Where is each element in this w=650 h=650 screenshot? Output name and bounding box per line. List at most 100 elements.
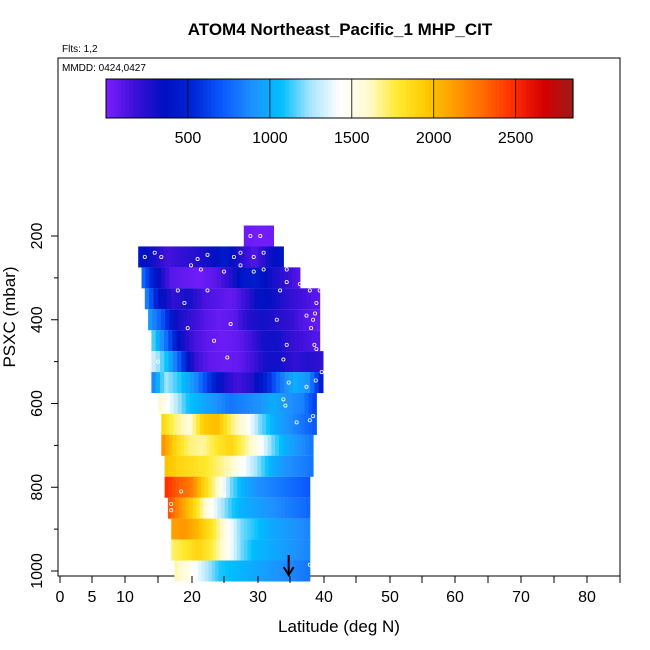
- heatmap-cell: [208, 309, 213, 331]
- sample-point: [188, 263, 193, 268]
- heatmap-cell: [229, 309, 235, 331]
- heatmap-cell: [153, 267, 158, 289]
- heatmap-cell: [190, 476, 195, 498]
- colorbar-cell: [397, 79, 403, 118]
- heatmap-cell: [299, 497, 304, 519]
- heatmap-cell: [285, 539, 290, 561]
- heatmap-cell: [254, 225, 256, 247]
- colorbar-cell: [339, 79, 344, 118]
- heatmap-cell: [181, 267, 186, 289]
- sample-points: [142, 233, 324, 567]
- heatmap-cell: [158, 393, 163, 414]
- heatmap-cell: [242, 413, 248, 435]
- sample-point: [159, 254, 164, 259]
- colorbar-cell: [522, 79, 527, 118]
- heatmap-cell: [212, 455, 218, 477]
- heatmap-cell: [177, 393, 183, 414]
- sample-point: [314, 347, 319, 352]
- colorbar-cell: [534, 79, 539, 118]
- heatmap-cell: [235, 560, 240, 582]
- heatmap-cell: [263, 225, 265, 247]
- heatmap-cell: [178, 518, 183, 540]
- colorbar-cell: [464, 79, 469, 118]
- heatmap-cell: [214, 330, 220, 352]
- heatmap-cell: [280, 288, 286, 310]
- colorbar-cell: [300, 79, 306, 118]
- heatmap-cell: [149, 288, 155, 310]
- heatmap-cell: [225, 393, 230, 414]
- heatmap-cell: [185, 539, 190, 561]
- colorbar-cell: [199, 79, 204, 118]
- sample-point: [304, 384, 309, 389]
- colorbar-cell: [413, 79, 418, 118]
- heatmap-cell: [269, 560, 274, 582]
- heatmap-cell: [201, 455, 206, 477]
- heatmap-cell: [171, 497, 176, 519]
- colorbar-cell: [545, 79, 551, 118]
- heatmap-cell: [182, 497, 187, 519]
- heatmap-cell: [293, 413, 298, 435]
- colorbar-cell: [211, 79, 216, 118]
- heatmap-cell: [223, 518, 228, 540]
- heatmap-cell: [298, 455, 303, 477]
- heatmap-cell: [248, 330, 253, 352]
- heatmap-cell: [247, 225, 249, 247]
- heatmap-cell: [207, 413, 213, 435]
- y-tick-label: 600: [29, 390, 46, 417]
- heatmap-cell: [210, 246, 215, 268]
- colorbar-cell: [257, 79, 263, 118]
- heatmap-cell: [266, 225, 269, 247]
- heatmap-cell: [190, 351, 195, 373]
- heatmap-cell: [292, 539, 297, 561]
- heatmap-cell: [291, 476, 296, 498]
- heatmap-cell: [192, 246, 197, 268]
- colorbar-cell: [460, 79, 465, 118]
- x-tick-label: 30: [249, 589, 267, 606]
- heatmap-cell: [198, 372, 204, 394]
- heatmap-cell: [149, 267, 154, 289]
- heatmap-cell: [248, 434, 253, 456]
- heatmap-cell: [182, 309, 188, 331]
- sample-point: [314, 300, 319, 305]
- heatmap-cell: [219, 518, 224, 540]
- sample-point: [281, 397, 286, 402]
- heatmap-cell: [169, 393, 175, 414]
- heatmap-cell: [218, 560, 223, 582]
- x-tick-label: 80: [578, 589, 596, 606]
- heatmap-cell: [171, 288, 176, 310]
- colorbar-cell: [152, 79, 158, 118]
- heatmap-cell: [211, 413, 217, 435]
- heatmap-cell: [193, 476, 198, 498]
- sample-point: [297, 282, 302, 287]
- colorbar-cell: [456, 79, 461, 118]
- heatmap-cell: [185, 246, 190, 268]
- colorbar-cell: [432, 79, 438, 118]
- heatmap-cell: [297, 372, 303, 394]
- heatmap-cell: [184, 560, 189, 582]
- heatmap-cell: [167, 246, 172, 268]
- heatmap-cell: [256, 497, 261, 519]
- sample-point: [284, 342, 289, 347]
- x-tick-label: 20: [183, 589, 201, 606]
- heatmap-cell: [276, 393, 282, 414]
- heatmap-cell: [297, 351, 303, 373]
- heatmap-cell: [280, 267, 285, 289]
- x-tick-label: 10: [116, 589, 134, 606]
- colorbar-cell: [144, 79, 150, 118]
- heatmap-cell: [227, 413, 232, 435]
- heatmap-cell: [184, 288, 190, 310]
- heatmap-cell: [224, 455, 229, 477]
- heatmap-cell: [253, 497, 258, 519]
- colorbar-cell: [557, 79, 562, 118]
- flights-label: Flts: 1,2: [62, 44, 98, 55]
- heatmap-cell: [289, 288, 294, 310]
- colorbar: 500 1000 1500 2000 2500: [105, 78, 574, 147]
- heatmap-cell: [269, 413, 275, 435]
- heatmap-cell: [269, 476, 274, 498]
- heatmap-cell: [193, 330, 199, 352]
- heatmap-cell: [285, 309, 291, 331]
- heatmap-cell: [240, 518, 245, 540]
- heatmap-cell: [270, 497, 275, 519]
- heatmap-cell: [226, 476, 231, 498]
- heatmap-cell: [257, 539, 262, 561]
